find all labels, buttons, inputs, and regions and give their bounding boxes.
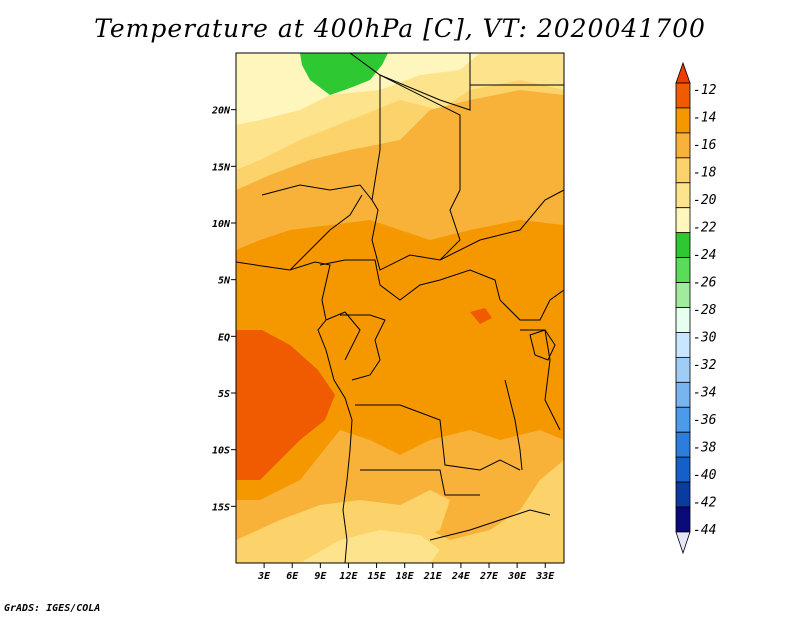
x-tick-label: 6E [286,571,299,582]
border-angola-zambia [360,469,480,496]
x-axis-ticks: 3E 6E 9E 12E 15E 18E 21E 24E 27E 30E 33E [257,563,555,582]
colorbar-label: -40 [693,468,717,483]
colorbar-label: -16 [693,138,717,153]
colorbar-segment [675,307,691,333]
colorbar-label: -42 [693,496,717,511]
x-tick-label: 24E [451,571,471,582]
colorbar-segment [675,406,691,433]
border-great-lakes [504,379,523,471]
colorbar-segment [675,132,691,159]
colorbar-segment [675,332,691,358]
y-axis-ticks: 20N 15N 10N 5N EQ 5S 10S 15S [211,106,236,513]
colorbar-label: -44 [693,523,716,538]
x-tick-label: 18E [396,571,415,582]
colorbar-label: -30 [693,331,717,346]
border-gabon [325,311,361,361]
colorbar-label: -12 [693,83,717,98]
colorbar-label: -34 [693,386,716,401]
colorbar-segment [675,207,691,234]
colorbar-label: -20 [693,193,717,208]
y-tick-label: 5S [218,389,230,400]
border-libya-egypt [349,53,471,111]
colorbar-segment [675,82,691,109]
colorbar-segment [675,232,691,259]
field-band-12-small [470,308,492,324]
field-band-22-north [236,53,480,125]
border-congo [340,314,386,381]
colorbar-label: -22 [693,221,717,236]
border-nigeria-niger [261,184,373,201]
colorbar-label: -18 [693,166,717,181]
y-tick-label: 10N [212,219,231,230]
map-title: Temperature at 400hPa [C], VT: 202004170… [94,14,706,43]
field-band-14 [236,220,564,500]
y-tick-label: 15S [212,502,230,513]
colorbar-label: -28 [693,303,717,318]
colorbar-segment [675,182,691,209]
border-car [319,259,501,301]
y-tick-label: 15N [212,162,231,173]
x-tick-label: 21E [423,571,443,582]
colorbar-label: -38 [693,441,717,456]
border-lake-victoria [529,329,556,361]
border-zambia-south [429,509,551,541]
country-borders [236,53,564,563]
border-coastline-west [236,261,353,563]
x-tick-label: 9E [314,571,327,582]
border-tanzania [520,329,561,431]
map-frame [235,52,565,564]
colorbar-segment [675,356,691,383]
y-tick-label: 20N [211,106,231,117]
x-tick-label: 3E [257,571,271,582]
colorbar-label: -36 [693,413,717,428]
x-tick-label: 15E [368,571,387,582]
field-band-12 [236,330,335,480]
border-chad [371,74,461,271]
temperature-field [236,53,564,563]
x-tick-label: 12E [339,571,358,582]
colorbar-segment [675,282,691,308]
x-tick-label: 27E [479,571,499,582]
colorbar-label: -24 [693,248,716,263]
colorbar: -12 -14 -16 -18 -20 -22 -24 -26 -28 -30 -32 -34 -36 -… [675,61,717,555]
field-band-20-south [300,530,440,563]
field-band-24-north [300,53,388,95]
border-sudan-south [439,189,564,261]
colorbar-segment [675,157,691,184]
y-tick-label: EQ [218,332,230,343]
border-drc-south [355,404,521,471]
colorbar-label: -26 [693,276,717,291]
x-tick-label: 33E [535,571,555,582]
border-cameroon [289,194,363,271]
border-uganda-kenya [499,289,564,321]
x-tick-label: 30E [507,571,527,582]
colorbar-segment [675,381,691,408]
colorbar-segment [675,481,691,508]
y-tick-label: 10S [212,446,230,457]
y-tick-label: 5N [218,276,231,287]
colorbar-segment [675,456,691,483]
colorbar-label: -32 [693,358,717,373]
grads-credit: GrADS: IGES/COLA [4,603,101,614]
colorbar-top-arrow [675,61,691,84]
colorbar-segment [675,107,691,134]
colorbar-bottom-arrow [675,531,691,555]
colorbar-segment [675,431,691,458]
colorbar-segment [675,506,691,533]
colorbar-segment [675,257,691,283]
colorbar-label: -14 [693,111,716,126]
